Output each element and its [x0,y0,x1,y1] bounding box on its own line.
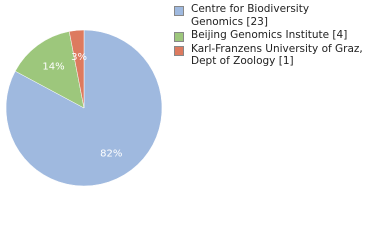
slice-label: 14% [42,62,64,73]
pie-slice [14,31,85,109]
pie-slice [68,29,85,109]
legend: Centre for Biodiversity Genomics [23] Bei… [174,3,364,69]
legend-item: Beijing Genomics Institute [4] [174,29,364,42]
legend-swatch [174,32,184,42]
legend-swatch [174,45,184,56]
legend-swatch [174,6,184,16]
legend-item: Centre for Biodiversity Genomics [23] [174,3,364,28]
legend-label: Beijing Genomics Institute [4] [191,29,348,41]
legend-item: Karl-Franzens University of Graz, Dept o… [174,43,364,68]
slice-label: 82% [100,149,122,160]
legend-label: Karl-Franzens University of Graz, Dept o… [191,42,363,68]
slice-label: 3% [71,52,87,63]
legend-label: Centre for Biodiversity Genomics [23] [191,3,310,28]
